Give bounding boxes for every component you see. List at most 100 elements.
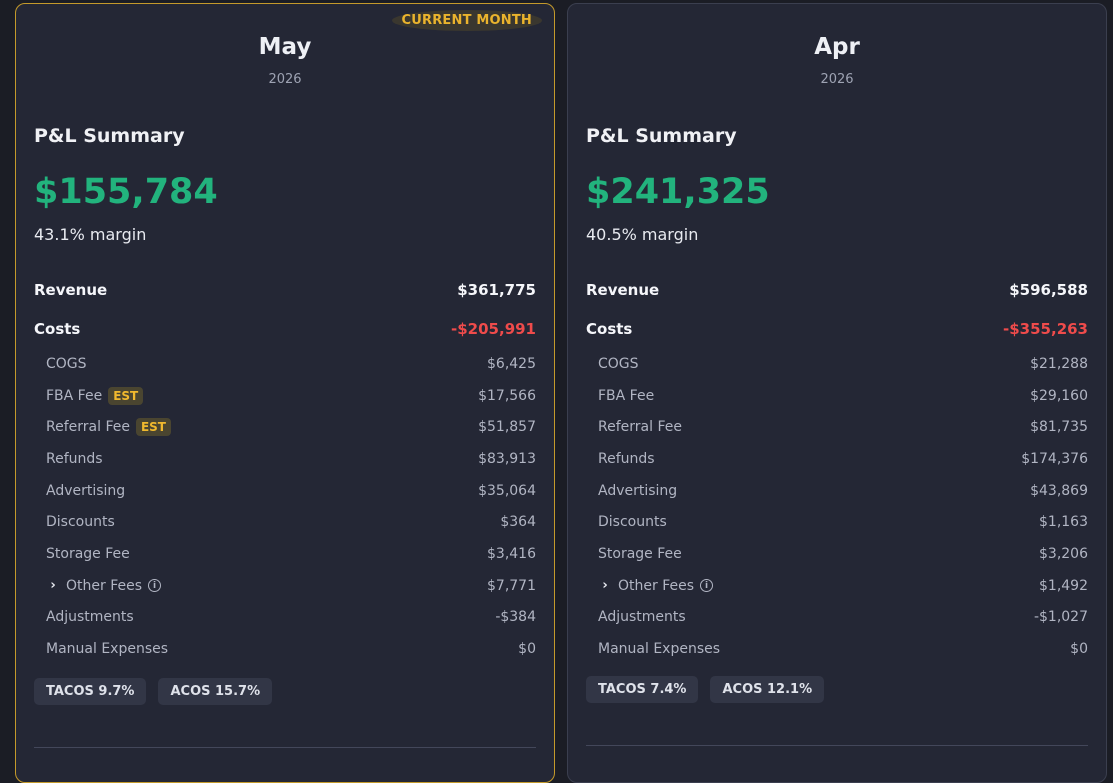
cost-row-cogs: COGS $21,288: [586, 348, 1088, 380]
cost-row-discounts: Discounts $1,163: [586, 506, 1088, 538]
tacos-pill: TACOS 7.4%: [586, 676, 699, 703]
month-title: May: [258, 34, 312, 60]
chevron-right-icon[interactable]: ›: [602, 578, 608, 594]
cost-value: $51,857: [478, 419, 536, 436]
cost-label: COGS: [598, 355, 639, 372]
net-profit-value: $155,784: [34, 172, 218, 212]
cost-label: Referral Fee: [598, 419, 682, 436]
cost-value: $3,206: [1039, 545, 1088, 562]
cost-label: Adjustments: [46, 609, 134, 626]
cost-label: Manual Expenses: [46, 641, 169, 658]
revenue-row: Revenue $361,775: [34, 270, 536, 309]
costs-label: Costs: [34, 319, 81, 338]
cost-value: $1,163: [1039, 514, 1088, 531]
net-profit-value: $241,325: [586, 172, 770, 212]
cost-row-referral-fee: Referral Fee $81,735: [586, 411, 1088, 443]
cost-value: $7,771: [487, 577, 536, 594]
cost-value: $1,492: [1039, 577, 1088, 594]
month-title: Apr: [814, 34, 860, 60]
cost-row-storage-fee: Storage Fee $3,416: [34, 538, 536, 570]
revenue-value: $596,588: [1009, 280, 1088, 299]
cost-value: -$1,027: [1033, 609, 1088, 626]
year-label: 2026: [268, 72, 302, 87]
costs-value: -$205,991: [451, 319, 536, 338]
divider: [34, 747, 536, 748]
margin-label: 43.1% margin: [34, 225, 147, 244]
cost-row-refunds: Refunds $83,913: [34, 443, 536, 475]
cost-row-other-fees[interactable]: › Other Fees i $1,492: [586, 570, 1088, 602]
year-label: 2026: [820, 72, 854, 87]
cost-row-advertising: Advertising $43,869: [586, 475, 1088, 507]
cost-label: Refunds: [598, 450, 655, 467]
pl-summary-title: P&L Summary: [586, 125, 737, 147]
cost-row-referral-fee: Referral Fee EST $51,857: [34, 411, 536, 443]
info-circle-icon[interactable]: i: [148, 579, 162, 593]
cost-value: $81,735: [1030, 419, 1088, 436]
cost-label: Advertising: [598, 482, 678, 499]
cost-value: -$384: [495, 609, 536, 626]
tacos-pill: TACOS 9.7%: [34, 678, 147, 705]
cost-value: $364: [500, 514, 536, 531]
cost-label: Storage Fee: [46, 545, 130, 562]
cost-label: Manual Expenses: [598, 641, 721, 658]
cost-row-adjustments: Adjustments -$1,027: [586, 602, 1088, 634]
cost-label: Storage Fee: [598, 545, 682, 562]
cost-value: $0: [1070, 641, 1088, 658]
pl-breakdown: Revenue $596,588 Costs -$355,263 COGS $2…: [586, 270, 1088, 665]
cost-value: $83,913: [478, 450, 536, 467]
cost-label: FBA Fee: [598, 387, 655, 404]
cost-value: $43,869: [1030, 482, 1088, 499]
acos-pill: ACOS 12.1%: [710, 676, 825, 703]
acos-pill: ACOS 15.7%: [158, 678, 273, 705]
cost-value: $17,566: [478, 387, 536, 404]
cost-value: $29,160: [1030, 387, 1088, 404]
divider: [586, 745, 1088, 746]
revenue-label: Revenue: [586, 280, 660, 299]
chevron-right-icon[interactable]: ›: [50, 578, 56, 594]
cost-row-discounts: Discounts $364: [34, 506, 536, 538]
estimate-badge: EST: [135, 418, 171, 437]
cost-value: $3,416: [487, 545, 536, 562]
cost-row-manual-expenses: Manual Expenses $0: [586, 633, 1088, 665]
estimate-badge: EST: [108, 386, 144, 405]
cost-value: $174,376: [1021, 450, 1088, 467]
cost-label: Adjustments: [598, 609, 686, 626]
costs-label: Costs: [586, 319, 633, 338]
cost-value: $6,425: [487, 355, 536, 372]
month-card-may: CURRENT MONTH May 2026 P&L Summary $155,…: [15, 3, 555, 783]
ad-metrics: TACOS 7.4% ACOS 12.1%: [586, 676, 825, 703]
cost-label: COGS: [46, 355, 87, 372]
month-card-apr: Apr 2026 P&L Summary $241,325 40.5% marg…: [567, 3, 1107, 783]
cost-row-other-fees[interactable]: › Other Fees i $7,771: [34, 570, 536, 602]
cost-label[interactable]: Other Fees: [618, 577, 695, 594]
ad-metrics: TACOS 9.7% ACOS 15.7%: [34, 678, 273, 705]
info-circle-icon[interactable]: i: [700, 579, 714, 593]
cost-label: Discounts: [598, 514, 667, 531]
cost-value: $0: [518, 641, 536, 658]
cost-row-fba-fee: FBA Fee EST $17,566: [34, 380, 536, 412]
cost-row-manual-expenses: Manual Expenses $0: [34, 633, 536, 665]
cost-value: $21,288: [1030, 355, 1088, 372]
pl-summary-title: P&L Summary: [34, 125, 185, 147]
costs-row: Costs -$205,991: [34, 309, 536, 348]
cost-value: $35,064: [478, 482, 536, 499]
cost-label: Referral Fee: [46, 419, 130, 436]
margin-label: 40.5% margin: [586, 225, 699, 244]
cost-row-fba-fee: FBA Fee $29,160: [586, 380, 1088, 412]
cost-label[interactable]: Other Fees: [66, 577, 143, 594]
pl-breakdown: Revenue $361,775 Costs -$205,991 COGS $6…: [34, 270, 536, 665]
cost-label: Discounts: [46, 514, 115, 531]
costs-value: -$355,263: [1003, 319, 1088, 338]
cost-label: Refunds: [46, 450, 103, 467]
cost-row-advertising: Advertising $35,064: [34, 475, 536, 507]
revenue-value: $361,775: [457, 280, 536, 299]
cost-row-storage-fee: Storage Fee $3,206: [586, 538, 1088, 570]
cost-label: Advertising: [46, 482, 126, 499]
revenue-label: Revenue: [34, 280, 108, 299]
current-month-badge: CURRENT MONTH: [391, 10, 542, 31]
cost-row-refunds: Refunds $174,376: [586, 443, 1088, 475]
revenue-row: Revenue $596,588: [586, 270, 1088, 309]
cost-row-adjustments: Adjustments -$384: [34, 602, 536, 634]
cost-label: FBA Fee: [46, 387, 103, 404]
cost-row-cogs: COGS $6,425: [34, 348, 536, 380]
